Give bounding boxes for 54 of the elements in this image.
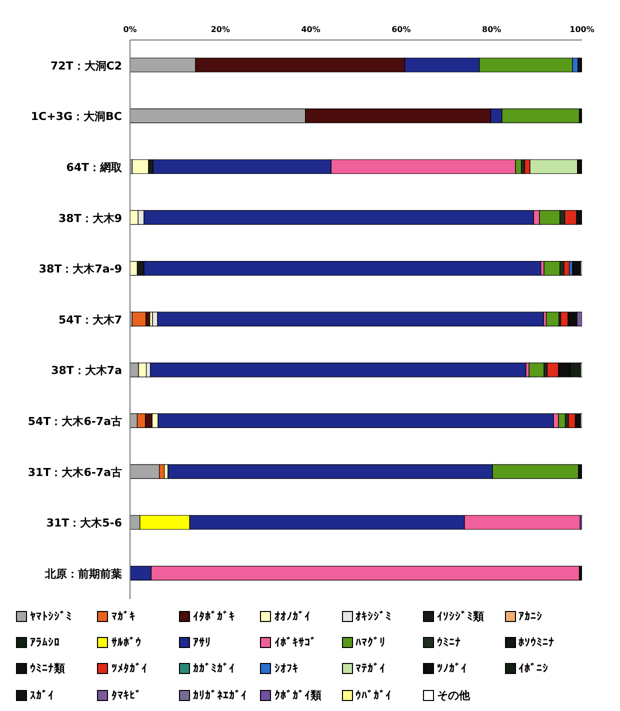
legend-label: ｱｻﾘ: [192, 636, 211, 649]
bar: [132, 312, 146, 326]
x-tick-label: 20%: [210, 25, 230, 34]
legend-label: ﾂﾒﾀｶﾞｲ: [111, 662, 148, 675]
bar: [546, 312, 560, 326]
y-tick-label: 北原：前期前葉: [44, 567, 122, 580]
bar: [528, 362, 544, 378]
y-tick-label: 54T：大木7: [58, 313, 122, 326]
y-tick-label: 54T：大木6-7a古: [28, 415, 122, 428]
y-tick-label: 31T：大木6-7a古: [28, 466, 122, 479]
legend-label: ｲｿｼｼﾞﾐ類: [437, 609, 484, 624]
legend-label: その他: [437, 688, 470, 703]
legend-label: ｶﾘｶﾞﾈｴｶﾞｲ: [192, 689, 247, 702]
legend-label: ｻﾙﾎﾞｳ: [111, 636, 142, 649]
legend-label: ｵｵﾉｶﾞｲ: [274, 610, 310, 623]
legend-label: ﾏｶﾞｷ: [111, 610, 136, 623]
y-tick-label: 31T：大木5-6: [46, 516, 122, 530]
y-tick-label: 64T：網取: [66, 160, 123, 174]
legend-label: ｳﾊﾞｶﾞｲ: [356, 689, 392, 702]
legend-label: ｲﾀﾎﾞｶﾞｷ: [192, 610, 235, 623]
y-tick-label: 38T：大木7a: [51, 364, 122, 378]
y-tick-label: 72T：大洞C2: [50, 59, 122, 72]
y-tick-label: 38T：大木9: [58, 212, 122, 225]
bar: [132, 159, 149, 174]
bar: [564, 260, 570, 276]
legend-label: ｼｵﾌｷ: [274, 662, 298, 675]
x-tick-label: 0%: [123, 25, 137, 34]
bar: [150, 312, 153, 326]
legend-label: ﾔﾏﾄｼｼﾞﾐ: [30, 610, 72, 623]
legend-label: ﾂﾉｶﾞｲ: [437, 662, 468, 675]
legend-label: ｳﾐﾆﾅ類: [30, 661, 65, 676]
legend-label: ﾀﾏｷﾋﾞ: [111, 689, 142, 702]
legend-label: ｳﾐﾆﾅ: [437, 636, 462, 649]
legend-label: ｲﾎﾞｷｻｺﾞ: [274, 636, 316, 649]
legend-label: ﾏﾃｶﾞｲ: [356, 662, 386, 675]
legend-label: ｽｶﾞｲ: [30, 689, 54, 702]
bar: [150, 362, 526, 378]
y-tick-label: 38T：大木7a-9: [38, 262, 122, 276]
legend-label: ｶｶﾞﾐｶﾞｲ: [192, 662, 235, 675]
legend-label: ｱﾗﾑｼﾛ: [30, 636, 60, 649]
legend-label: ﾊﾏｸﾞﾘ: [356, 636, 386, 649]
x-tick-label: 60%: [392, 25, 411, 34]
legend-label: ｱｶﾆｼ: [518, 610, 543, 623]
x-tick-label: 100%: [570, 25, 594, 34]
bar: [544, 260, 560, 276]
legend-label: ｲﾎﾞﾆｼ: [518, 662, 549, 675]
x-tick-label: 80%: [482, 25, 502, 34]
bar: [130, 464, 160, 479]
y-tick-label: 1C+3G：大洞BC: [30, 110, 122, 124]
x-tick-label: 40%: [301, 25, 320, 34]
legend-label: ｸﾎﾞｶﾞｲ類: [274, 688, 322, 703]
bar: [572, 260, 581, 276]
legend-label: ｵｷｼｼﾞﾐ: [356, 610, 392, 623]
legend-label: ﾎｿｳﾐﾆﾅ: [518, 636, 555, 649]
